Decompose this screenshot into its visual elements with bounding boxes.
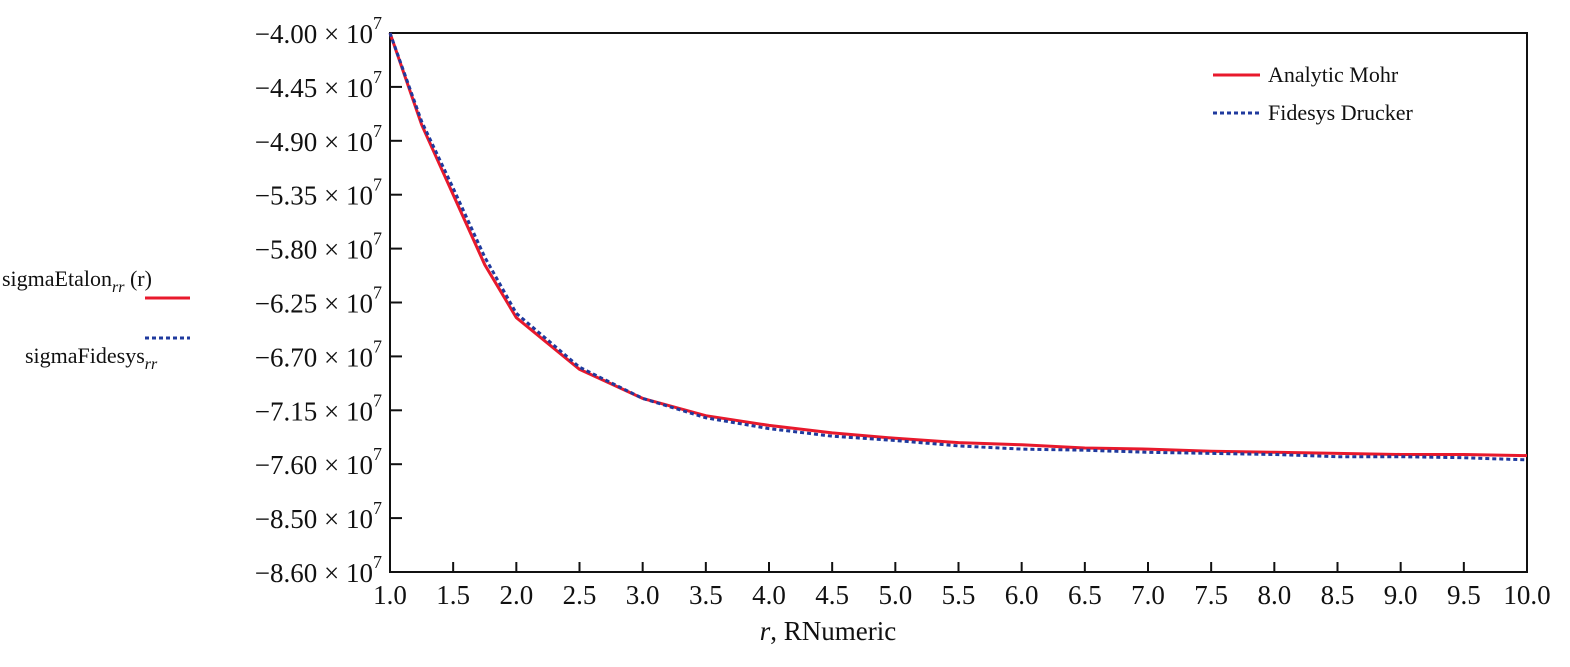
x-tick-label: 5.0: [878, 580, 912, 610]
y-tick-label: −4.90 × 107: [255, 121, 382, 157]
y-tick-label: −4.45 × 107: [255, 67, 382, 103]
x-tick-label: 10.0: [1503, 580, 1550, 610]
x-tick-label: 1.0: [373, 580, 407, 610]
x-tick-label: 8.0: [1257, 580, 1291, 610]
y-tick-label: −6.70 × 107: [255, 336, 382, 372]
series-line-analytic: [388, 32, 1528, 458]
legend-label-fidesys: Fidesys Drucker: [1268, 100, 1413, 125]
x-tick-label: 4.5: [815, 580, 849, 610]
legend: Analytic Mohr Fidesys Drucker: [1213, 62, 1413, 125]
y-axis-label: sigmaEtalonrr (r) sigmaFidesysrr: [2, 266, 190, 373]
y-tick-label: −8.50 × 107: [255, 498, 382, 534]
x-tick-label: 4.0: [752, 580, 786, 610]
x-tick-label: 9.5: [1447, 580, 1481, 610]
y-label-fidesys-sub: rr: [145, 356, 158, 373]
y-tick-label: −5.35 × 107: [255, 175, 382, 211]
x-tick-label: 2.0: [499, 580, 533, 610]
x-tick-label: 3.0: [626, 580, 660, 610]
x-tick-label: 7.0: [1131, 580, 1165, 610]
y-label-fidesys: sigmaFidesysrr: [25, 343, 158, 373]
y-label-etalon-suffix: (r): [124, 266, 151, 291]
x-tick-label: 7.5: [1194, 580, 1228, 610]
x-tick-label: 8.5: [1321, 580, 1355, 610]
y-label-etalon: sigmaEtalonrr (r): [2, 266, 152, 296]
y-label-etalon-sub: rr: [112, 279, 125, 296]
x-tick-label: 6.5: [1068, 580, 1102, 610]
y-tick-label: −4.00 × 107: [255, 13, 382, 49]
y-tick-label: −6.25 × 107: [255, 283, 382, 319]
y-tick-label: −8.60 × 107: [255, 552, 382, 588]
y-tick-label: −7.60 × 107: [255, 444, 382, 480]
y-label-fidesys-main: sigmaFidesys: [25, 343, 145, 368]
series-line-fidesys: [388, 32, 1528, 462]
x-tick-label: 1.5: [436, 580, 470, 610]
legend-label-analytic: Analytic Mohr: [1268, 62, 1399, 87]
x-tick-label: 9.0: [1384, 580, 1418, 610]
x-axis-label: r, RNumeric: [760, 616, 897, 646]
x-label-italic: r: [760, 616, 771, 646]
x-label-rest: , RNumeric: [770, 616, 896, 646]
y-tick-label: −5.80 × 107: [255, 229, 382, 265]
x-tick-label: 2.5: [563, 580, 597, 610]
x-tick-label: 3.5: [689, 580, 723, 610]
y-tick-label: −7.15 × 107: [255, 390, 382, 426]
x-tick-label: 5.5: [942, 580, 976, 610]
y-label-etalon-main: sigmaEtalon: [2, 266, 112, 291]
x-tick-label: 6.0: [1005, 580, 1039, 610]
